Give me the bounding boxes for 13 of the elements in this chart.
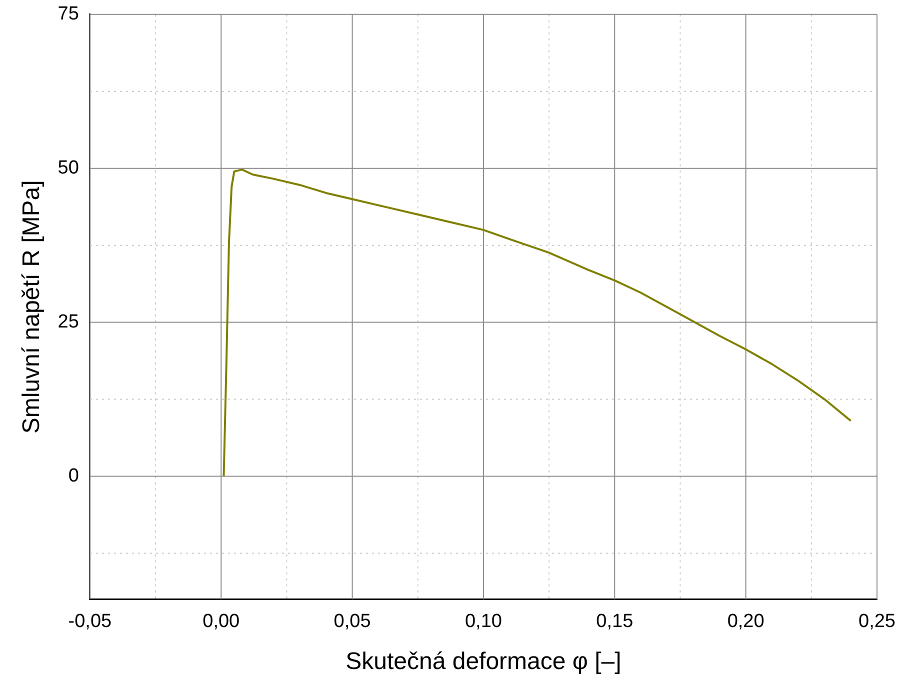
y-tick-label: 50 bbox=[58, 158, 79, 179]
x-tick-label: -0,05 bbox=[68, 611, 112, 632]
x-tick-label: 0,25 bbox=[858, 611, 896, 632]
x-tick-label: 0,20 bbox=[727, 611, 764, 632]
x-tick-label: 0,05 bbox=[334, 611, 371, 632]
x-tick-label: 0,15 bbox=[596, 611, 634, 632]
x-tick-label: 0,00 bbox=[202, 611, 240, 632]
x-axis-title: Skutečná deformace φ [–] bbox=[346, 648, 622, 676]
x-tick-label: 0,10 bbox=[464, 611, 502, 632]
y-tick-label: 75 bbox=[58, 4, 79, 25]
y-tick-label: 0 bbox=[68, 465, 79, 486]
y-axis-title: Smluvní napětí R [MPa] bbox=[18, 180, 46, 434]
y-tick-label: 25 bbox=[58, 312, 79, 333]
